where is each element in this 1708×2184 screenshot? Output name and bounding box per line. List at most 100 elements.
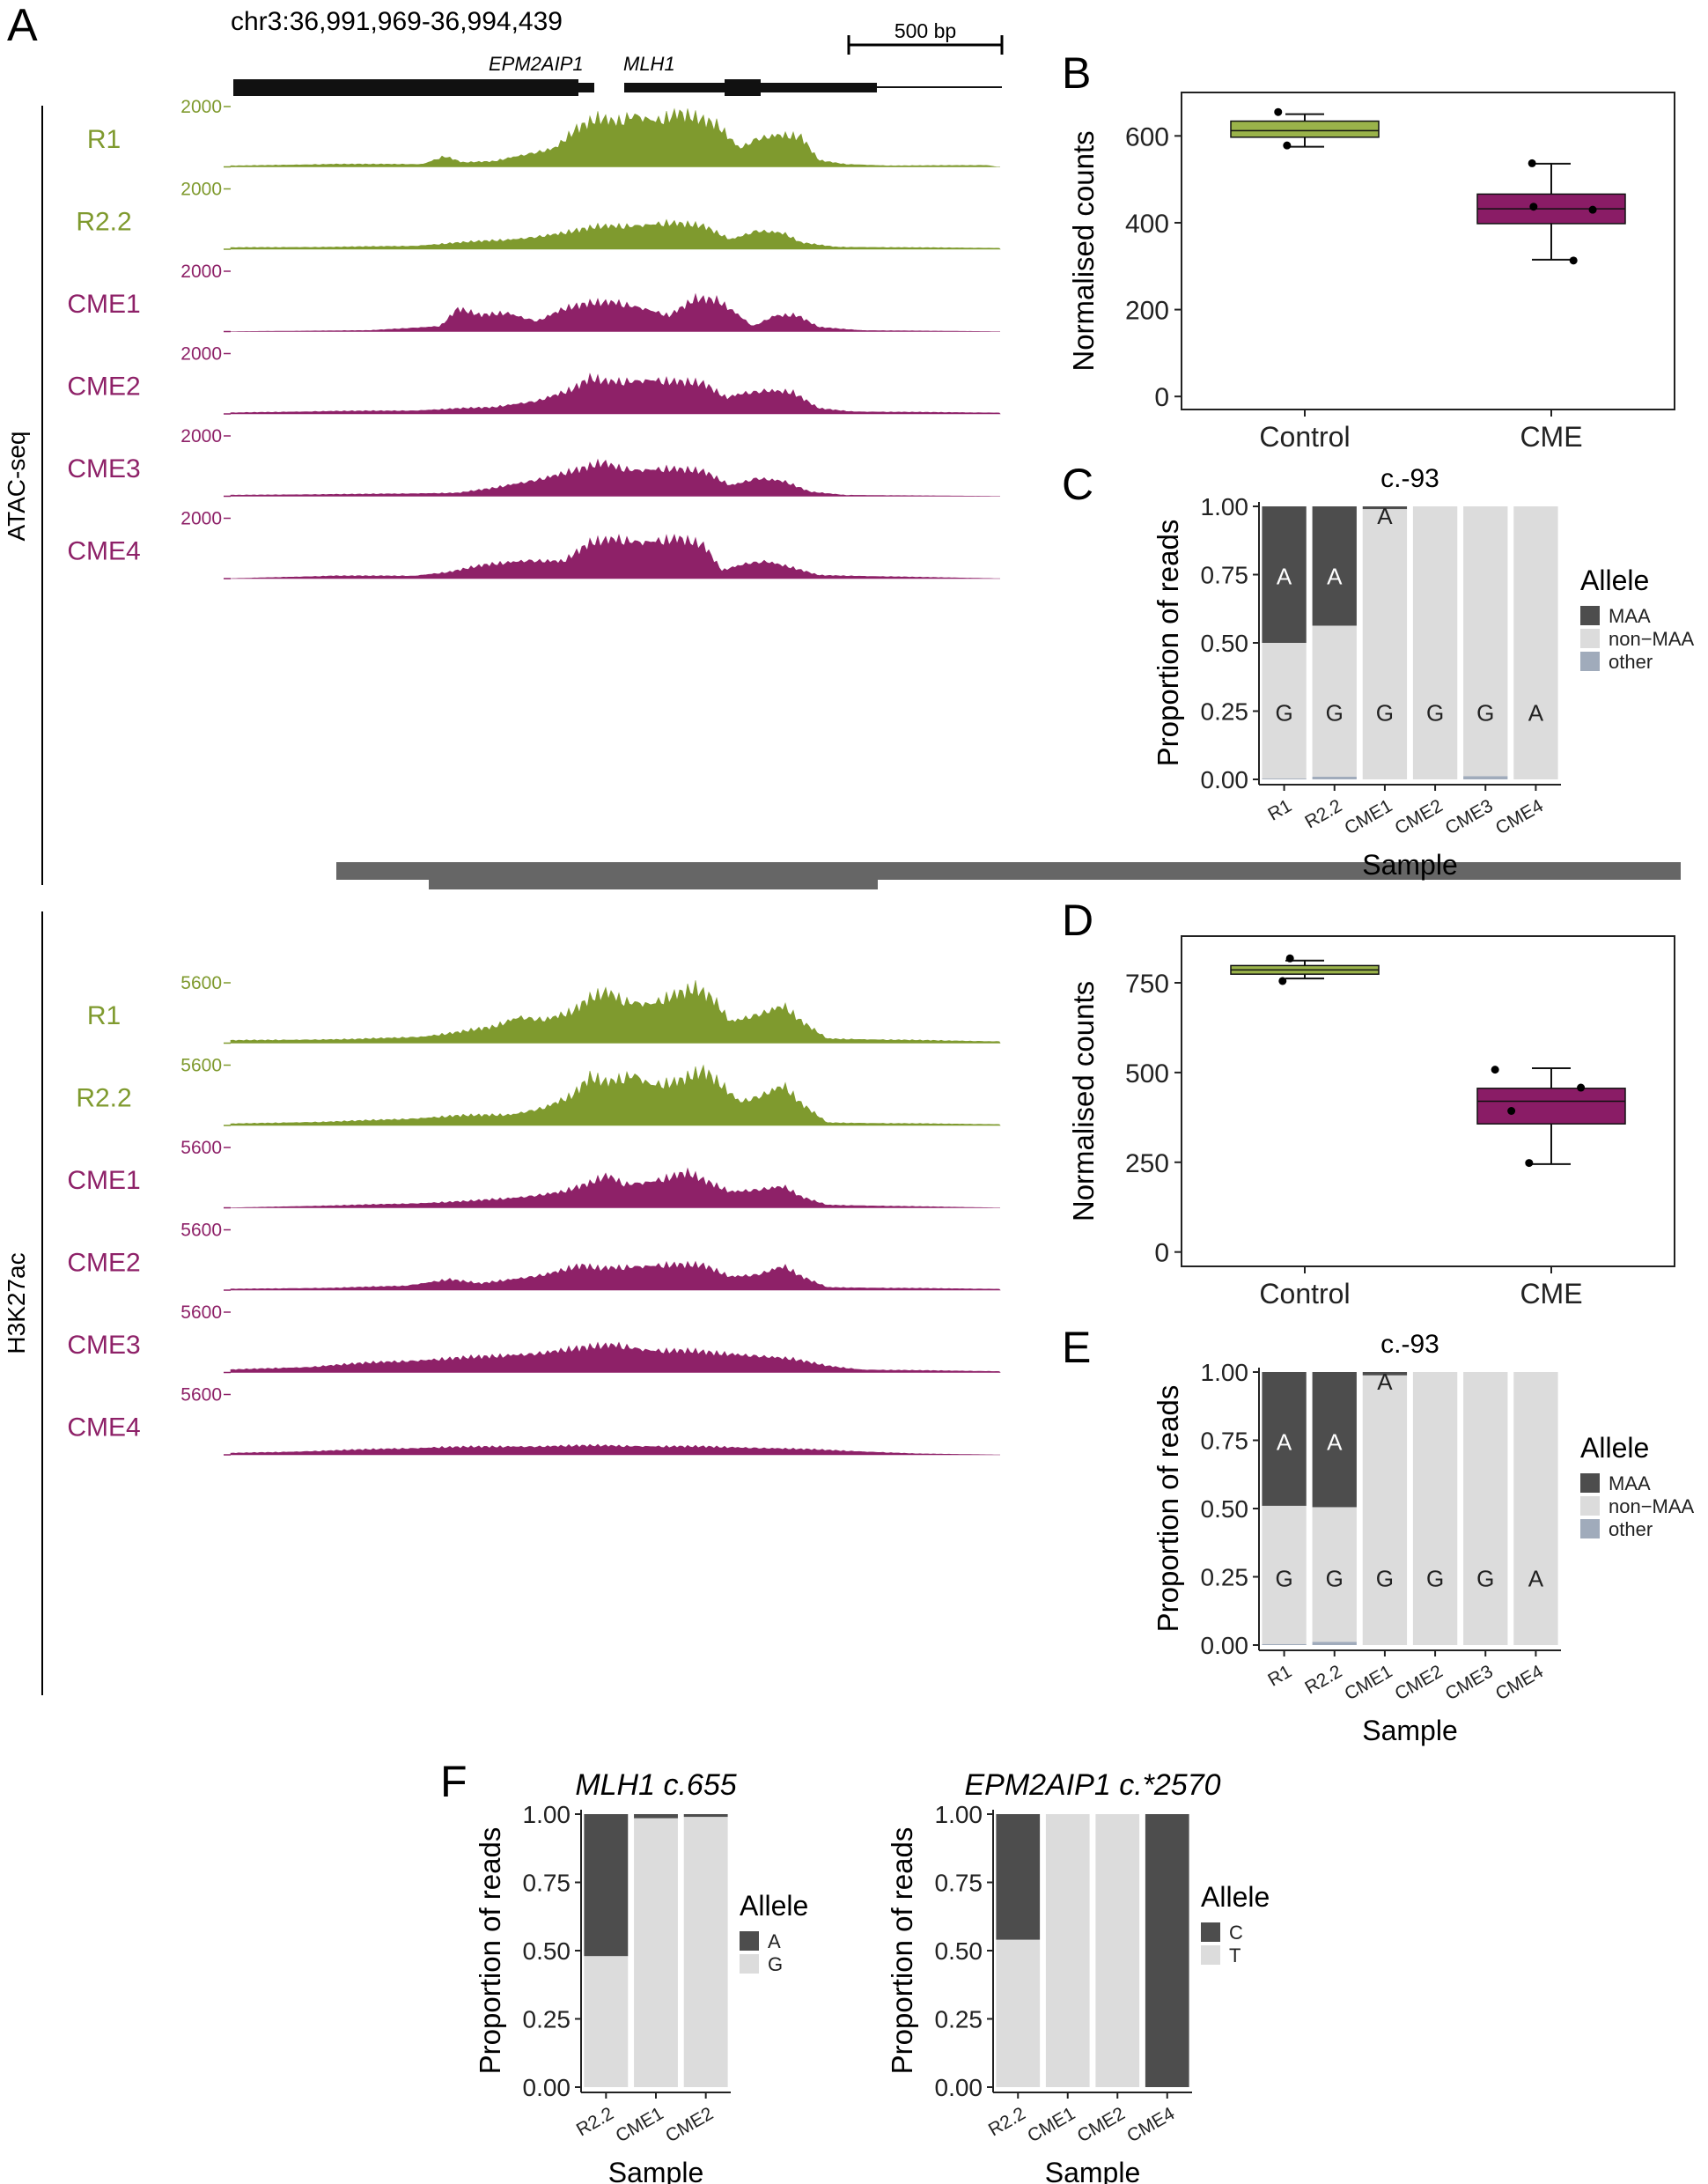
x-axis-label: Sample: [1362, 1715, 1458, 1746]
bar-segment-c: [1145, 1814, 1189, 2087]
legend-label: G: [768, 1953, 783, 1975]
bar-segment-a: [584, 1814, 629, 1957]
chart-panels: B 0 200 400 600 Normalised counts Control CME C c…: [440, 48, 1695, 2184]
y-tick-label: 0.00: [935, 2074, 983, 2101]
legend-title: Allele: [1580, 1432, 1649, 1464]
y-tick-label: 0.25: [1201, 698, 1249, 726]
data-point: [1577, 1083, 1586, 1092]
data-point: [1525, 1159, 1534, 1168]
track-label: R1: [87, 125, 121, 154]
y-tick-label: 500: [1125, 1059, 1169, 1088]
legend-swatch: [1580, 1519, 1600, 1538]
bar-allele-label-bottom: G: [1376, 700, 1394, 727]
data-point: [1588, 205, 1597, 214]
legend-title: Allele: [1201, 1881, 1270, 1913]
legend-label: MAA: [1609, 605, 1651, 627]
panel-letter: E: [1062, 1323, 1091, 1372]
track-scale-max: 2000: [180, 97, 222, 117]
y-tick-label: 0.75: [523, 1870, 571, 1897]
track-signal: [230, 218, 1001, 250]
legend-swatch: [1201, 1922, 1220, 1942]
bar-segment-c: [996, 1814, 1041, 1940]
panel-letter: D: [1062, 896, 1093, 945]
bar-allele-label-bottom: G: [1326, 700, 1344, 727]
legend: Allele AG: [740, 1890, 808, 1975]
legend-swatch: [1580, 606, 1600, 625]
track-signal: [230, 1167, 1000, 1208]
bar-segment-nonmaa: [1262, 643, 1307, 779]
x-axis-label: Sample: [608, 2157, 704, 2184]
track-atac-seq-cme3: 2000 CME3: [67, 426, 1000, 498]
epm2aip1-exon-small: [578, 83, 594, 92]
y-tick-label: 0.50: [523, 1937, 571, 1965]
mlh1-utr-block: [624, 83, 725, 92]
bar-segment-nonmaa: [1513, 506, 1558, 779]
y-axis-label: Proportion of reads: [474, 1827, 506, 2075]
box-iqr: [1230, 120, 1380, 138]
bar-allele-label-bottom: G: [1426, 1566, 1444, 1592]
legend-swatch: [740, 1954, 759, 1974]
bar-allele-label-top: A: [1377, 503, 1393, 529]
track-label: CME1: [67, 1166, 140, 1195]
plot-frame: [1181, 92, 1675, 410]
data-point: [1285, 954, 1294, 963]
legend-label: non−MAA: [1609, 1495, 1695, 1517]
y-tick-label: 600: [1125, 122, 1169, 151]
bar-segment-maa: [1312, 1372, 1357, 1508]
y-tick-label: 1.00: [523, 1801, 571, 1828]
section-h3k27ac: H3K27ac5600R15600R2.25600CME15600CME2560…: [3, 862, 1681, 1695]
track-signal: [230, 1341, 1001, 1373]
gene-label-epm2aip1: EPM2AIP1: [489, 53, 584, 75]
legend-title: Allele: [740, 1890, 808, 1922]
box-iqr: [1476, 1088, 1626, 1125]
y-axis-label: Proportion of reads: [1152, 1385, 1184, 1633]
box-cme: CME: [1476, 159, 1626, 453]
bar-segment-a: [634, 1814, 678, 1819]
assay-label: H3K27ac: [3, 1252, 30, 1354]
bar-segment-nonmaa: [1463, 506, 1508, 777]
genomic-coords: chr3:36,991,969-36,994,439: [231, 7, 563, 36]
bar-allele-label-bottom: G: [1476, 1566, 1494, 1592]
plot-frame: [1181, 935, 1675, 1267]
bar-segment-nonmaa: [1412, 506, 1458, 779]
bar-r2.2: R2.2AG: [1301, 506, 1357, 833]
scale-bar: 500 bp: [847, 19, 1004, 55]
legend-swatch: [1201, 1945, 1220, 1965]
data-point: [1569, 256, 1578, 265]
track-scale-max: 2000: [180, 426, 222, 446]
x-axis-label: Sample: [1362, 849, 1458, 881]
legend-label: MAA: [1609, 1472, 1651, 1494]
panel-a-tracks: ATAC-seq2000R12000R2.22000CME12000CME220…: [3, 97, 1681, 1695]
track-label: CME2: [67, 1249, 140, 1278]
track-signal: [230, 1064, 1001, 1126]
bar-allele-label-top: A: [1327, 1429, 1343, 1456]
bar-allele-label-top: A: [1277, 564, 1292, 590]
mlh1-exon2-block: [792, 83, 877, 92]
y-tick-label: 1.00: [935, 1801, 983, 1828]
track-label: CME1: [67, 290, 140, 319]
y-tick-label: 750: [1125, 970, 1169, 999]
legend: Allele CT: [1201, 1881, 1270, 1966]
panel-letter: B: [1062, 48, 1091, 98]
data-point: [1278, 977, 1287, 985]
x-tick-label: Control: [1259, 1278, 1350, 1310]
bar-segment-t: [996, 1939, 1041, 2087]
bar-allele-label-top: A: [1377, 1369, 1393, 1395]
y-tick-label: 200: [1125, 297, 1169, 326]
y-tick-label: 0.25: [935, 2006, 983, 2033]
track-h3k27ac-r1: 5600 R1: [87, 973, 1001, 1044]
legend-swatch: [740, 1931, 759, 1951]
panel-d-boxplot: D 0 250 500 750 Normalised counts Control CME: [1062, 896, 1675, 1310]
track-atac-seq-r2.2: 2000 R2.2: [76, 180, 1001, 250]
legend-label: A: [768, 1930, 781, 1952]
panel-a-letter: A: [7, 0, 38, 51]
track-scale-max: 5600: [180, 973, 222, 993]
bar-allele-label-bottom: G: [1326, 1566, 1344, 1592]
bar-allele-label-bottom: A: [1528, 700, 1544, 727]
region-bar: [336, 862, 1681, 880]
